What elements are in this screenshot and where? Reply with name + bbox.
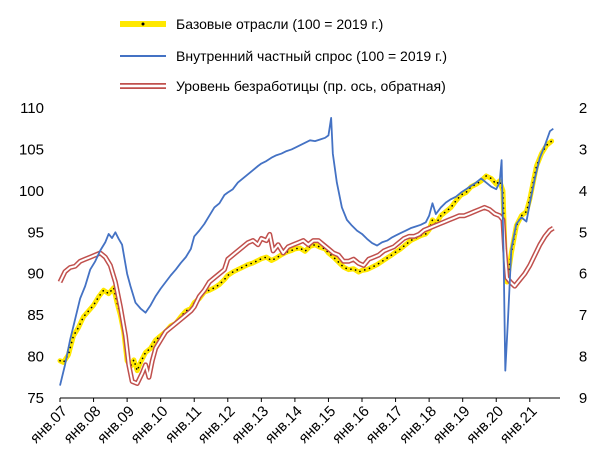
- y-right-tick-label: 4: [579, 183, 587, 200]
- x-tick-label: янв.09: [94, 403, 138, 447]
- legend-swatch-dot: [141, 22, 145, 26]
- legend-label-base-industries: Базовые отрасли (100 = 2019 г.): [176, 16, 383, 32]
- series-dots-base-industries: [59, 140, 553, 374]
- legend-item-base-industries: Базовые отрасли (100 = 2019 г.): [120, 16, 383, 32]
- x-tick-label: янв.13: [228, 403, 272, 447]
- y-right-tick-label: 8: [579, 349, 587, 366]
- x-tick-label: янв.21: [497, 403, 541, 447]
- x-tick-label: янв.07: [27, 403, 71, 447]
- series-layer: [57, 117, 555, 386]
- x-tick-label: янв.12: [195, 403, 239, 447]
- legend-label-unemployment: Уровень безработицы (пр. ось, обратная): [176, 78, 446, 94]
- series-line-unemployment-inner: [59, 206, 554, 385]
- y-left-tick-label: 85: [27, 307, 44, 324]
- y-left-tick-label: 105: [19, 141, 44, 158]
- y-right-tick-label: 3: [579, 141, 587, 158]
- y-right-tick-label: 9: [579, 390, 587, 407]
- y-right-tick-label: 2: [579, 100, 587, 117]
- y-left-tick-label: 90: [27, 266, 44, 283]
- x-tick-label: янв.15: [295, 403, 339, 447]
- y-left-tick-label: 100: [19, 183, 44, 200]
- legend-item-unemployment: Уровень безработицы (пр. ось, обратная): [120, 78, 446, 94]
- x-tick-label: янв.14: [262, 403, 306, 447]
- x-tick-label: янв.20: [463, 403, 507, 447]
- legend: Базовые отрасли (100 = 2019 г.) Внутренн…: [120, 16, 447, 94]
- x-tick-label: янв.16: [329, 403, 373, 447]
- series-line-base-industries: [57, 138, 555, 374]
- y-left-tick-label: 80: [27, 349, 44, 366]
- legend-item-private-demand: Внутренний частный спрос (100 = 2019 г.): [120, 48, 447, 64]
- y-right-tick-label: 5: [579, 224, 587, 241]
- y-right-tick-label: 7: [579, 307, 587, 324]
- x-tick-label: янв.18: [396, 403, 440, 447]
- x-tick-label: янв.10: [127, 403, 171, 447]
- legend-label-private-demand: Внутренний частный спрос (100 = 2019 г.): [176, 48, 447, 64]
- x-tick-label: янв.17: [362, 403, 406, 447]
- series-line-private-demand: [59, 117, 554, 386]
- x-tick-label: янв.08: [60, 403, 104, 447]
- y-right-tick-label: 6: [579, 266, 587, 283]
- x-tick-label: янв.19: [430, 403, 474, 447]
- y-left-tick-label: 75: [27, 390, 44, 407]
- y-left-tick-label: 95: [27, 224, 44, 241]
- y-left-tick-label: 110: [20, 100, 44, 117]
